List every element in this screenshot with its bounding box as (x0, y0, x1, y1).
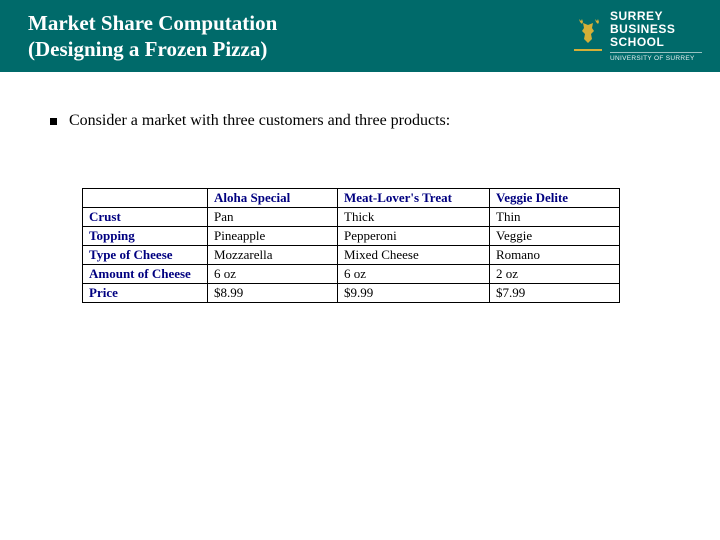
title-line-1: Market Share Computation (28, 10, 277, 36)
table-row: Price $8.99 $9.99 $7.99 (83, 284, 620, 303)
cell: Romano (490, 246, 620, 265)
table-header-row: Aloha Special Meat-Lover's Treat Veggie … (83, 189, 620, 208)
cell: Thin (490, 208, 620, 227)
slide-title: Market Share Computation (Designing a Fr… (28, 10, 277, 63)
cell: 2 oz (490, 265, 620, 284)
logo-school-3: SCHOOL (610, 36, 702, 49)
th-veggie: Veggie Delite (490, 189, 620, 208)
row-label: Price (83, 284, 208, 303)
cell: 6 oz (338, 265, 490, 284)
cell: Mozzarella (208, 246, 338, 265)
table-row: Amount of Cheese 6 oz 6 oz 2 oz (83, 265, 620, 284)
bullet-item: Consider a market with three customers a… (50, 112, 670, 130)
row-label: Amount of Cheese (83, 265, 208, 284)
logo-text: SURREY BUSINESS SCHOOL UNIVERSITY OF SUR… (610, 10, 702, 63)
cell: Veggie (490, 227, 620, 246)
cell: $9.99 (338, 284, 490, 303)
cell: Pepperoni (338, 227, 490, 246)
table-row: Type of Cheese Mozzarella Mixed Cheese R… (83, 246, 620, 265)
slide-header: Market Share Computation (Designing a Fr… (0, 0, 720, 72)
row-label: Topping (83, 227, 208, 246)
logo-school-1: SURREY (610, 10, 702, 23)
th-empty (83, 189, 208, 208)
cell: 6 oz (208, 265, 338, 284)
table-row: Topping Pineapple Pepperoni Veggie (83, 227, 620, 246)
school-logo: SURREY BUSINESS SCHOOL UNIVERSITY OF SUR… (574, 10, 702, 63)
pizza-table: Aloha Special Meat-Lover's Treat Veggie … (82, 188, 620, 303)
cell: Pan (208, 208, 338, 227)
logo-university: UNIVERSITY OF SURREY (610, 55, 702, 62)
logo-divider (610, 52, 702, 53)
cell: Thick (338, 208, 490, 227)
th-meat: Meat-Lover's Treat (338, 189, 490, 208)
row-label: Crust (83, 208, 208, 227)
cell: $8.99 (208, 284, 338, 303)
title-line-2: (Designing a Frozen Pizza) (28, 36, 277, 62)
th-aloha: Aloha Special (208, 189, 338, 208)
cell: $7.99 (490, 284, 620, 303)
row-label: Type of Cheese (83, 246, 208, 265)
bullet-text: Consider a market with three customers a… (69, 112, 450, 130)
pizza-table-wrap: Aloha Special Meat-Lover's Treat Veggie … (50, 188, 670, 303)
table-row: Crust Pan Thick Thin (83, 208, 620, 227)
bullet-icon (50, 118, 57, 125)
slide-content: Consider a market with three customers a… (0, 72, 720, 303)
cell: Mixed Cheese (338, 246, 490, 265)
stag-icon (574, 19, 602, 53)
cell: Pineapple (208, 227, 338, 246)
